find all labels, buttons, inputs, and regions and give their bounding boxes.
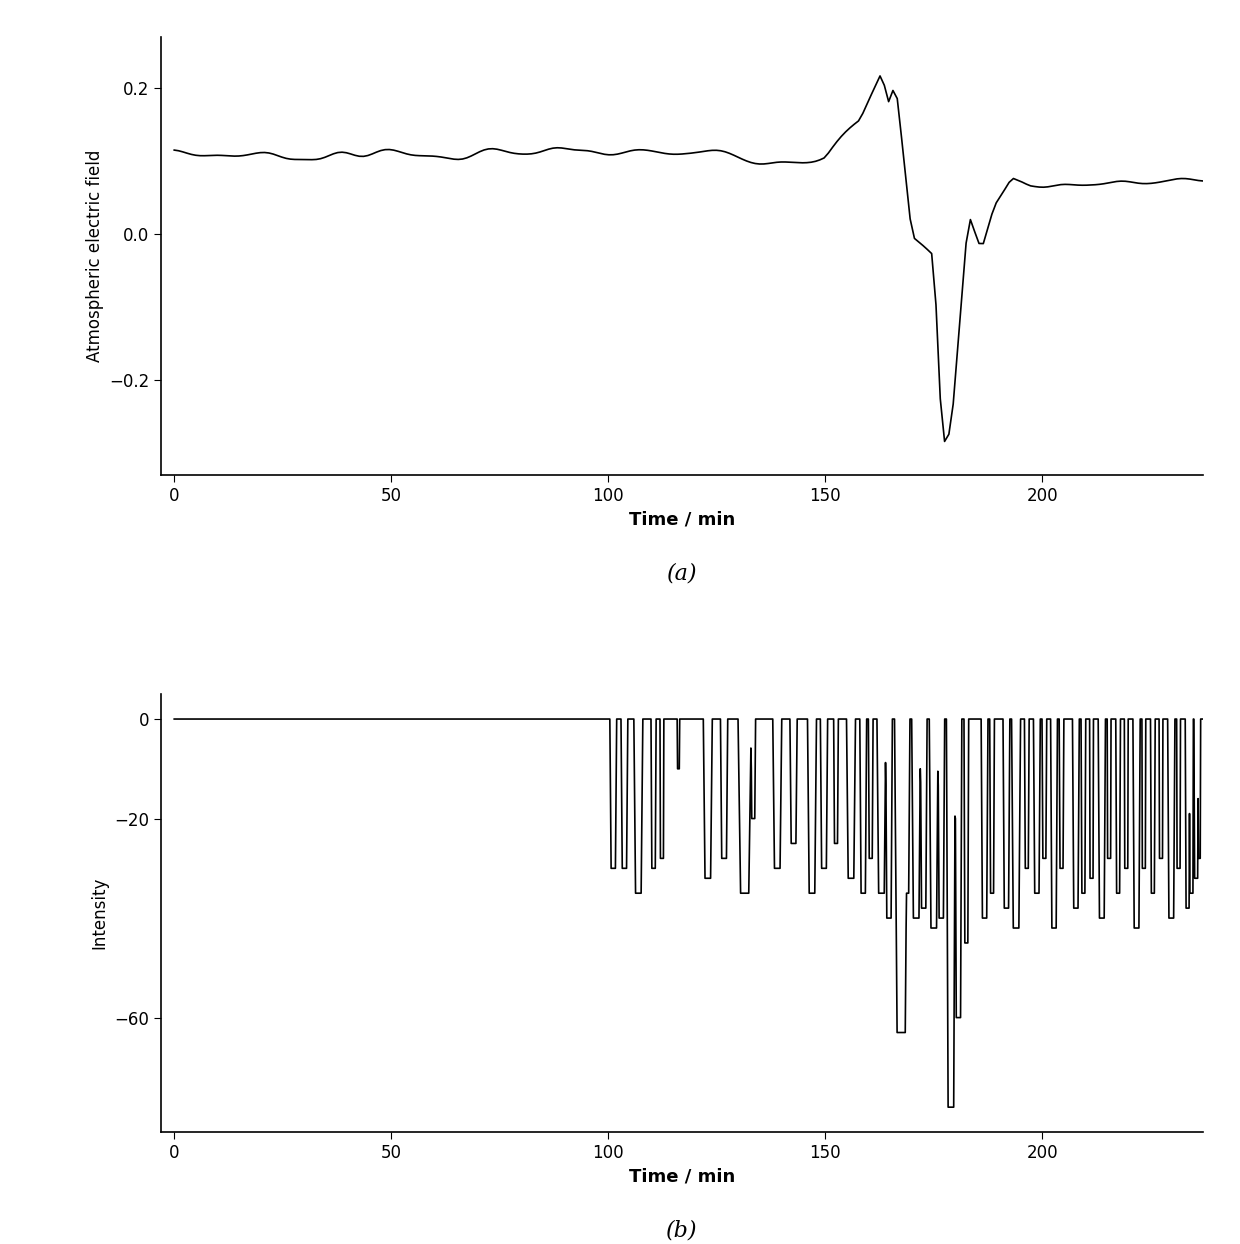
X-axis label: Time / min: Time / min [629,510,735,529]
Text: (b): (b) [666,1219,698,1242]
Y-axis label: Atmospheric electric field: Atmospheric electric field [86,151,104,362]
Y-axis label: Intensity: Intensity [91,877,109,949]
Text: (a): (a) [667,562,697,585]
X-axis label: Time / min: Time / min [629,1167,735,1186]
